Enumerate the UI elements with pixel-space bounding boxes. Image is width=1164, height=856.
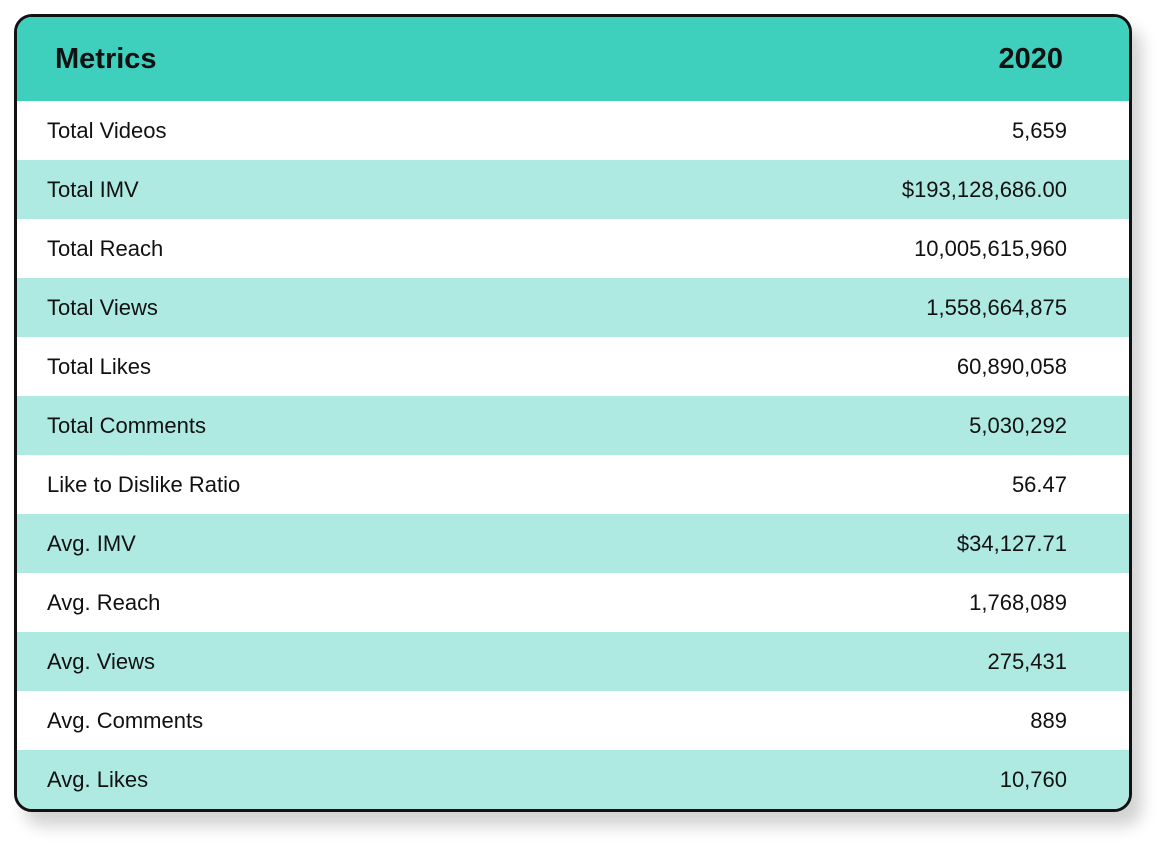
metric-label: Avg. Comments bbox=[47, 707, 204, 733]
metric-label: Total Reach bbox=[47, 235, 164, 261]
metric-value: 1,768,089 bbox=[969, 589, 1067, 615]
metric-label: Like to Dislike Ratio bbox=[47, 471, 241, 497]
metric-label: Avg. Likes bbox=[47, 766, 149, 792]
table-row-avg-likes: Avg. Likes 10,760 bbox=[17, 750, 1129, 809]
table-row-total-imv: Total IMV $193,128,686.00 bbox=[17, 160, 1129, 219]
table-row-avg-imv: Avg. IMV $34,127.71 bbox=[17, 514, 1129, 573]
metric-value: 275,431 bbox=[987, 648, 1067, 674]
metric-value: 56.47 bbox=[1011, 471, 1067, 497]
table-row-avg-views: Avg. Views 275,431 bbox=[17, 632, 1129, 691]
table-row-total-likes: Total Likes 60,890,058 bbox=[17, 337, 1129, 396]
metric-label: Avg. Views bbox=[47, 648, 156, 674]
metric-value: $34,127.71 bbox=[956, 530, 1067, 556]
metric-label: Total Comments bbox=[47, 412, 206, 438]
metric-value: 60,890,058 bbox=[956, 353, 1067, 379]
metric-value: 1,558,664,875 bbox=[926, 294, 1067, 320]
table-header-row: Metrics 2020 bbox=[17, 17, 1129, 101]
metric-value: 5,030,292 bbox=[969, 412, 1067, 438]
metric-label: Total Videos bbox=[47, 117, 167, 143]
metric-label: Total IMV bbox=[47, 176, 139, 202]
metric-value: 10,760 bbox=[999, 766, 1067, 792]
table-row-like-dislike-ratio: Like to Dislike Ratio 56.47 bbox=[17, 455, 1129, 514]
metric-label: Total Views bbox=[47, 294, 158, 320]
table-row-total-comments: Total Comments 5,030,292 bbox=[17, 396, 1129, 455]
metrics-table: Metrics 2020 Total Videos 5,659 Total IM… bbox=[14, 14, 1132, 812]
table-row-total-views: Total Views 1,558,664,875 bbox=[17, 278, 1129, 337]
metric-label: Avg. Reach bbox=[47, 589, 161, 615]
table-row-total-reach: Total Reach 10,005,615,960 bbox=[17, 219, 1129, 278]
metric-value: 10,005,615,960 bbox=[914, 235, 1067, 261]
metric-value: 5,659 bbox=[1011, 117, 1067, 143]
table-row-avg-reach: Avg. Reach 1,768,089 bbox=[17, 573, 1129, 632]
column-header-metrics: Metrics bbox=[55, 42, 157, 75]
table-row-avg-comments: Avg. Comments 889 bbox=[17, 691, 1129, 750]
metric-label: Avg. IMV bbox=[47, 530, 136, 556]
metric-label: Total Likes bbox=[47, 353, 151, 379]
table-row-total-videos: Total Videos 5,659 bbox=[17, 101, 1129, 160]
metric-value: 889 bbox=[1030, 707, 1067, 733]
metric-value: $193,128,686.00 bbox=[901, 176, 1067, 202]
column-header-year: 2020 bbox=[998, 42, 1063, 75]
